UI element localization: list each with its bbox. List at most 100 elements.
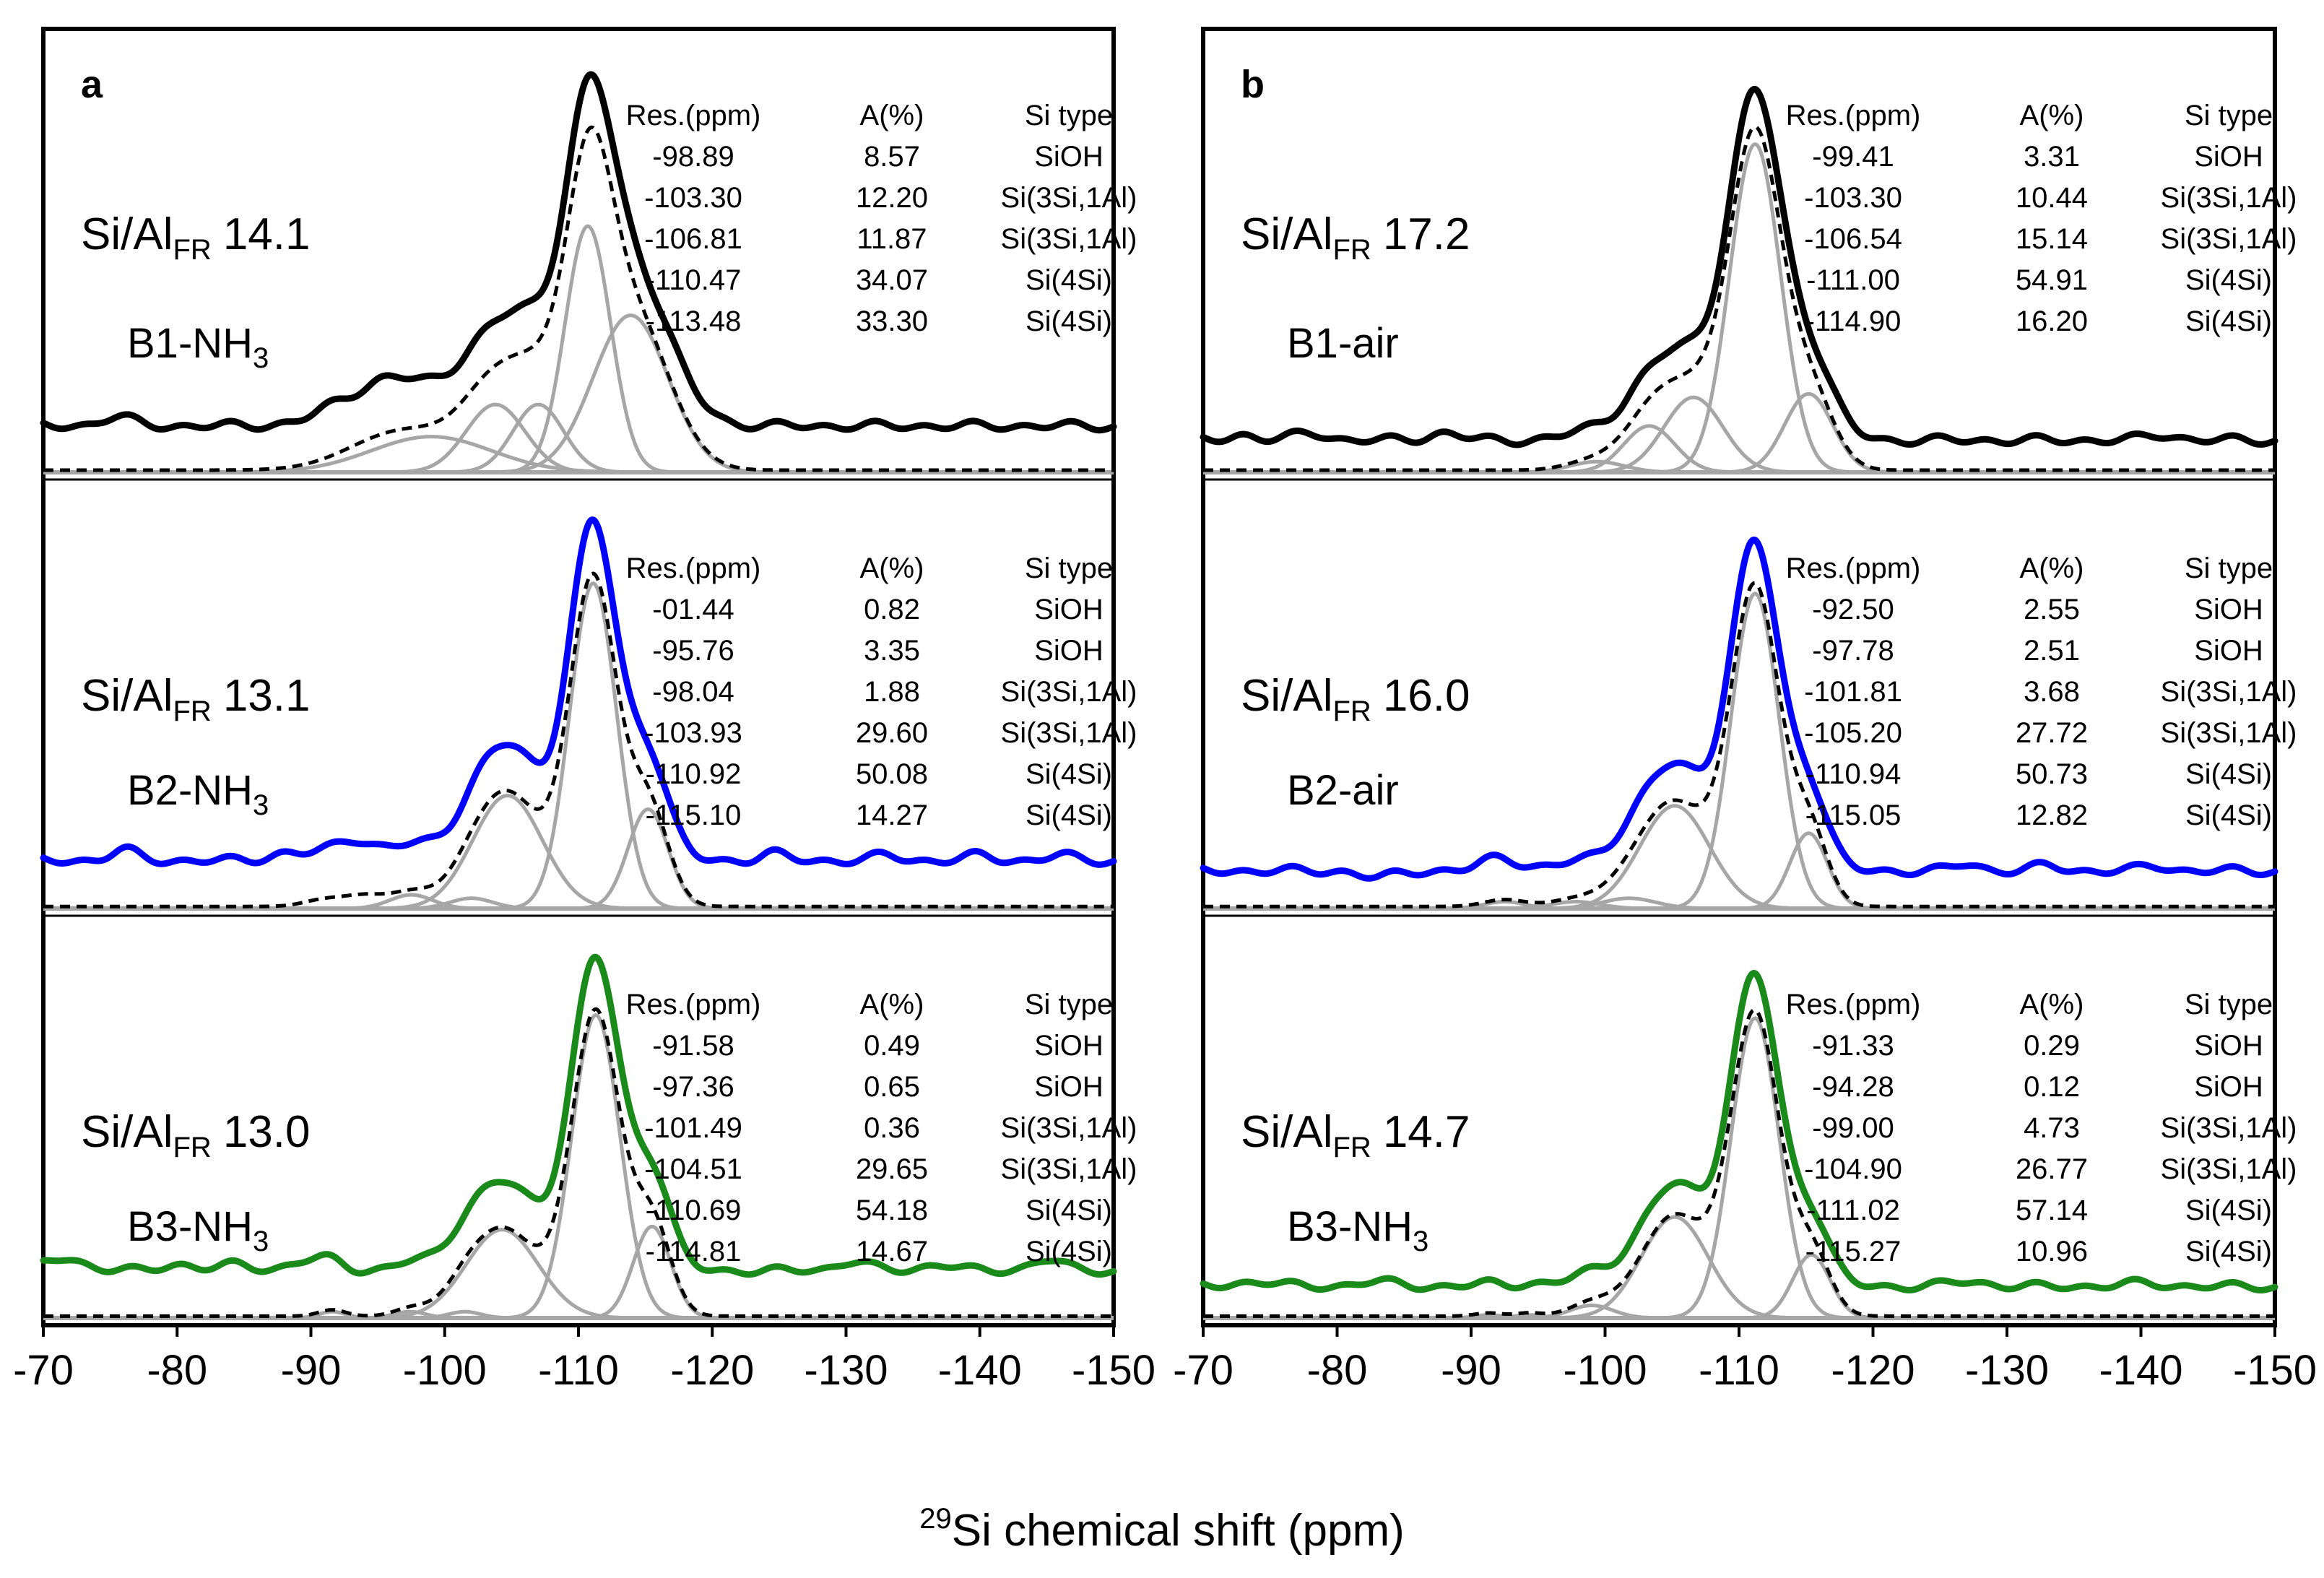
spectrum-2: Si/AlFR 13.1 B2-NH3 Res.(ppm) A(%) Si type -01… — [40, 516, 1137, 911]
table-cell-si-type: SiOH — [2194, 635, 2263, 667]
table-cell-res: -91.58 — [652, 1030, 734, 1062]
fit-component — [461, 313, 800, 474]
table-cell-si-type: Si(4Si) — [1026, 305, 1112, 337]
table-header: A(%) — [2020, 989, 2084, 1020]
sample-name: B1-air — [1287, 320, 1399, 367]
fit-component — [1475, 459, 1718, 474]
ratio-subscript: FR — [173, 1132, 211, 1163]
table-header: A(%) — [2020, 100, 2084, 131]
sample-label: B3-NH3 — [1287, 1203, 1428, 1257]
x-tick-label: -140 — [2099, 1347, 2182, 1394]
panel-b: b-70 -80 -90 -100 -110 -120 -130 -140 -150Si/AlF… — [1173, 27, 2317, 1394]
fit-component — [487, 1013, 705, 1320]
spectrum-1: Si/AlFR 17.2 B1-air Res.(ppm) A(%) Si type -99… — [1200, 85, 2297, 474]
table-header: Si type — [2185, 100, 2273, 131]
table-cell-si-type: Si(4Si) — [2185, 1195, 2272, 1226]
x-tick-label: -70 — [1173, 1347, 1233, 1394]
fit-component — [1560, 395, 1827, 474]
table-cell-res: -110.69 — [646, 1195, 742, 1226]
fit-component — [1517, 804, 1832, 911]
table-cell-si-type: Si(3Si,1Al) — [2161, 223, 2297, 255]
table-cell-area: 0.65 — [864, 1071, 920, 1103]
ratio-label: Si/Al — [81, 1107, 173, 1157]
fit-component — [1646, 1016, 1865, 1320]
table-cell-res: -97.36 — [652, 1071, 734, 1103]
table-header: Res.(ppm) — [1786, 552, 1921, 584]
ratio-subscript: FR — [173, 234, 211, 266]
table-cell-area: 4.73 — [2024, 1112, 2080, 1144]
table-header: A(%) — [860, 100, 924, 131]
table-cell-res: -114.81 — [646, 1236, 742, 1267]
table-header: A(%) — [860, 552, 924, 584]
table-cell-area: 33.30 — [856, 305, 928, 337]
table-cell-res: -101.81 — [1804, 676, 1902, 708]
ratio-label: Si/Al — [1241, 671, 1332, 721]
table-cell-res: -106.81 — [644, 223, 742, 255]
table-cell-si-type: SiOH — [1034, 1030, 1104, 1062]
table-cell-si-type: Si(3Si,1Al) — [2161, 676, 2297, 708]
table-cell-si-type: Si(4Si) — [2185, 1236, 2272, 1267]
fit-table: Res.(ppm) A(%) Si type -99.41 3.31 SiOH -103.3… — [1786, 100, 2297, 337]
table-cell-res: -104.51 — [644, 1153, 742, 1185]
table-cell-area: 3.35 — [864, 635, 920, 667]
table-cell-area: 0.82 — [864, 594, 920, 625]
table-cell-res: -110.94 — [1805, 758, 1902, 790]
table-cell-res: -103.30 — [644, 182, 742, 214]
table-cell-area: 0.29 — [2024, 1030, 2080, 1062]
table-header: Si type — [2185, 552, 2273, 584]
experimental-spectrum — [40, 953, 1117, 1278]
table-cell-res: -110.47 — [646, 264, 742, 296]
si-al-ratio-label: Si/AlFR 17.2 — [1241, 209, 1470, 266]
table-cell-res: -110.92 — [646, 758, 742, 790]
table-cell-si-type: Si(3Si,1Al) — [1001, 182, 1137, 214]
sample-name: B3-NH — [1287, 1203, 1413, 1250]
x-tick-label: -120 — [670, 1347, 754, 1394]
x-tick-label: -90 — [281, 1347, 342, 1394]
table-cell-res: -103.30 — [1804, 182, 1902, 214]
fit-component — [339, 1228, 666, 1320]
experimental-spectrum — [1200, 969, 2279, 1293]
table-header: Si type — [1025, 552, 1113, 584]
table-header: A(%) — [2020, 552, 2084, 584]
table-cell-area: 50.08 — [856, 758, 928, 790]
table-cell-si-type: SiOH — [2194, 1071, 2263, 1103]
table-cell-area: 8.57 — [864, 141, 920, 173]
table-cell-res: -105.20 — [1804, 717, 1902, 749]
si-al-ratio-label: Si/AlFR 16.0 — [1241, 671, 1470, 727]
table-header: Res.(ppm) — [1786, 100, 1921, 131]
spectrum-3: Si/AlFR 13.0 B3-NH3 Res.(ppm) A(%) Si type -91… — [40, 953, 1137, 1320]
table-cell-res: -114.90 — [1805, 305, 1902, 337]
table-header: Res.(ppm) — [626, 552, 761, 584]
spectrum-1: Si/AlFR 14.1 B1-NH3 Res.(ppm) A(%) Si type -98… — [40, 71, 1137, 474]
ratio-value: 13.1 — [223, 671, 311, 721]
fit-sum-curve — [43, 125, 1114, 472]
table-cell-area: 15.14 — [2016, 223, 2088, 255]
x-tick-label: -130 — [1965, 1347, 2049, 1394]
table-cell-si-type: Si(3Si,1Al) — [1001, 223, 1137, 255]
table-cell-area: 54.91 — [2016, 264, 2088, 296]
table-cell-res: -111.00 — [1806, 264, 1900, 296]
table-cell-area: 12.82 — [2016, 799, 2088, 831]
sample-subscript: 3 — [253, 1226, 269, 1257]
table-cell-res: -99.00 — [1812, 1112, 1894, 1144]
sample-subscript: 3 — [1413, 1226, 1428, 1257]
si-al-ratio-label: Si/AlFR 14.7 — [1241, 1107, 1470, 1163]
fit-component — [1723, 831, 1894, 911]
table-cell-res: -115.27 — [1805, 1236, 1902, 1267]
table-cell-res: -115.10 — [646, 799, 742, 831]
table-cell-res: -92.50 — [1812, 594, 1894, 625]
table-cell-si-type: Si(3Si,1Al) — [1001, 676, 1137, 708]
sample-name: B2-NH — [127, 767, 253, 814]
ratio-subscript: FR — [1332, 695, 1371, 727]
table-cell-res: -98.89 — [652, 141, 734, 173]
table-cell-area: 14.67 — [856, 1236, 928, 1267]
table-cell-si-type: Si(4Si) — [2185, 758, 2272, 790]
table-cell-res: -115.05 — [1805, 799, 1902, 831]
table-cell-area: 29.60 — [856, 717, 928, 749]
fit-sum-curve — [1203, 1007, 2275, 1318]
table-cell-res: -91.33 — [1812, 1030, 1894, 1062]
x-tick-label: -130 — [804, 1347, 888, 1394]
table-cell-res: -01.44 — [652, 594, 734, 625]
ratio-label: Si/Al — [1241, 209, 1332, 259]
ratio-label: Si/Al — [1241, 1107, 1332, 1157]
